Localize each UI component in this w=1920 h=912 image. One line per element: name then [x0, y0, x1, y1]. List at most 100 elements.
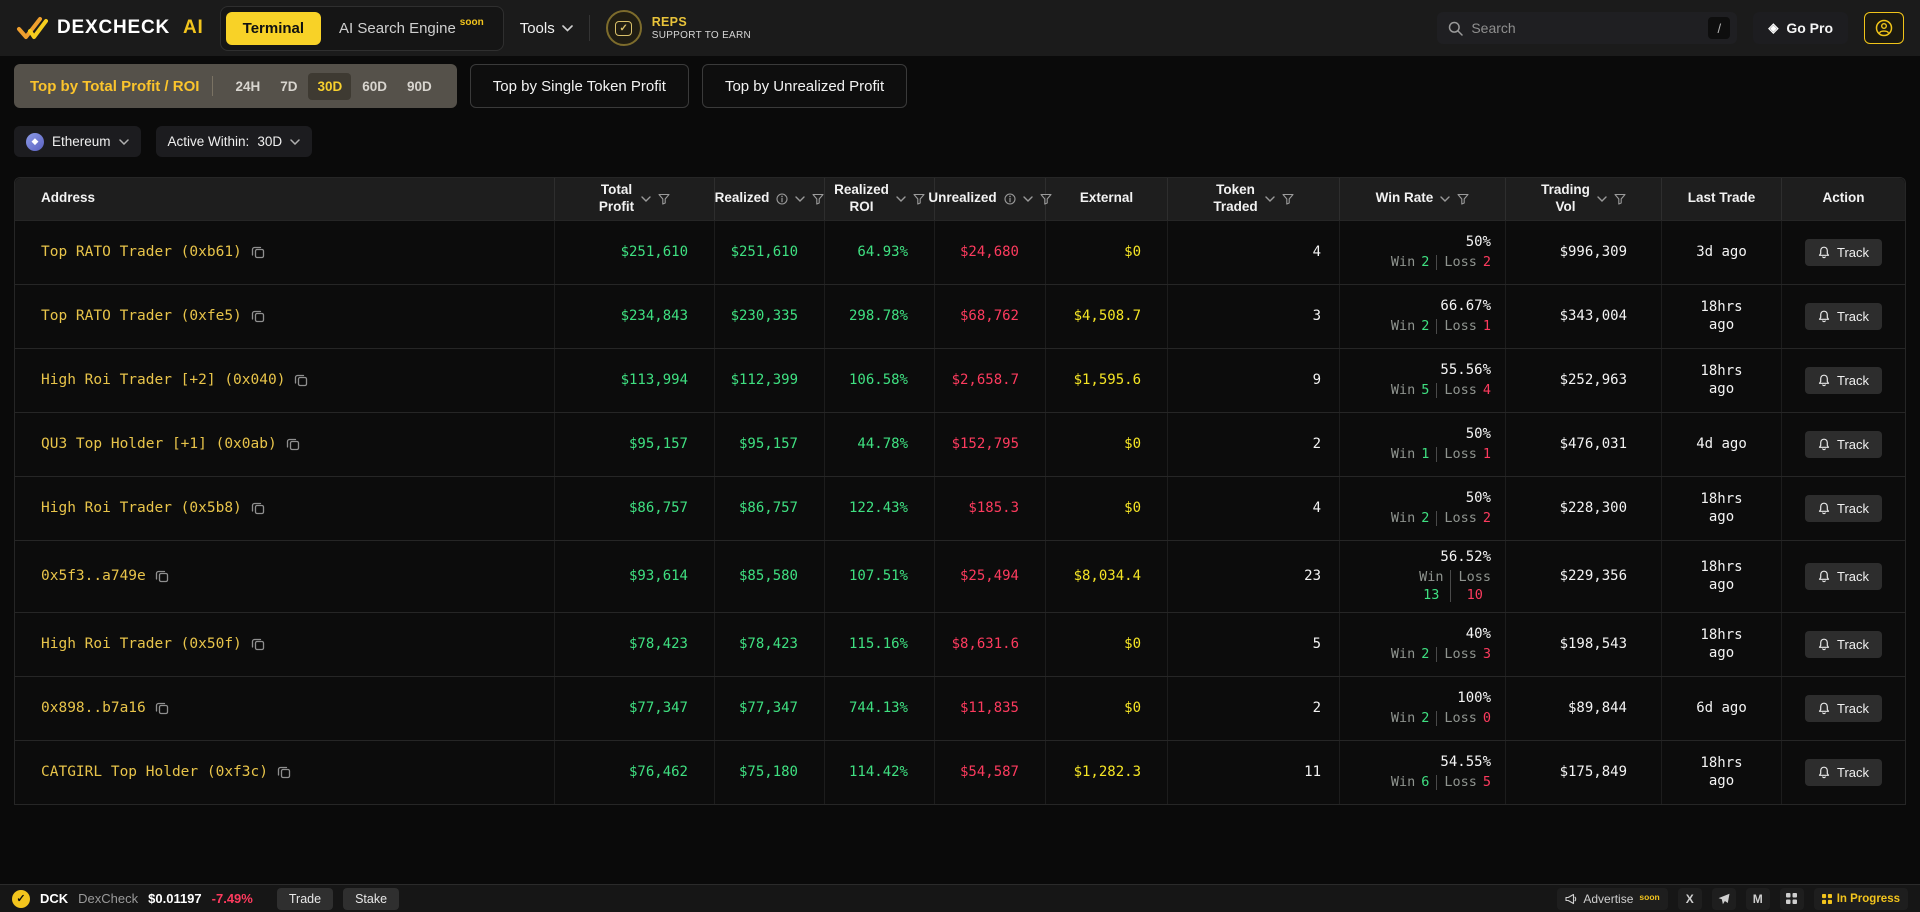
sort-icon[interactable] — [641, 196, 651, 202]
track-button[interactable]: Track — [1804, 758, 1883, 786]
sort-icon[interactable] — [795, 196, 806, 202]
timeframe-7d[interactable]: 7D — [280, 78, 298, 94]
timeframe-24h[interactable]: 24H — [235, 78, 261, 94]
track-button[interactable]: Track — [1804, 238, 1883, 266]
medium-button[interactable]: M — [1745, 887, 1770, 910]
network-dropdown[interactable]: ◆ Ethereum — [14, 126, 141, 157]
table-row: High Roi Trader (0x50f) $78,423 $78,423 115… — [15, 611, 1905, 676]
last-trade-cell: 6d ago — [1662, 676, 1782, 740]
column-header-win-rate[interactable]: Win Rate — [1340, 178, 1506, 220]
track-button[interactable]: Track — [1804, 694, 1883, 722]
trader-address[interactable]: 0x5f3..a749e — [41, 568, 146, 585]
trader-address[interactable]: Top RATO Trader (0xb61) — [41, 244, 242, 261]
trader-address[interactable]: 0x898..b7a16 — [41, 700, 146, 717]
sort-icon[interactable] — [1022, 196, 1033, 202]
apps-grid-button[interactable] — [1779, 887, 1804, 910]
copy-icon[interactable] — [251, 245, 265, 259]
trader-address[interactable]: High Roi Trader [+2] (0x040) — [41, 372, 286, 389]
trade-button[interactable]: Trade — [276, 887, 334, 910]
advertise-button[interactable]: Advertise soon — [1557, 887, 1668, 910]
address-cell: 0x898..b7a16 — [15, 676, 555, 740]
track-label: Track — [1836, 568, 1870, 584]
total-profit-cell: $113,994 — [555, 348, 715, 412]
filter-icon[interactable] — [1282, 193, 1294, 205]
tab-top-single-token-profit[interactable]: Top by Single Token Profit — [469, 64, 689, 108]
account-button[interactable] — [1864, 12, 1904, 44]
total-profit-value: $95,157 — [628, 436, 688, 453]
tools-menu[interactable]: Tools — [520, 20, 573, 37]
realized-roi-cell: 107.51% — [825, 540, 935, 612]
column-header-trading-vol[interactable]: Trading Vol — [1506, 178, 1662, 220]
loss-count: 0 — [1482, 710, 1491, 727]
token-traded-cell: 23 — [1168, 540, 1340, 612]
reps-widget[interactable]: ✓ REPS SUPPORT TO EARN — [605, 10, 751, 46]
token-name: DexCheck — [78, 891, 139, 906]
copy-icon[interactable] — [251, 501, 265, 515]
filter-icon[interactable] — [812, 193, 824, 205]
filter-icon[interactable] — [1040, 193, 1052, 205]
copy-icon[interactable] — [294, 373, 308, 387]
brand[interactable]: DEXCHECK AI — [16, 16, 204, 41]
track-button[interactable]: Track — [1804, 562, 1883, 590]
copy-icon[interactable] — [251, 309, 265, 323]
sort-icon[interactable] — [1440, 196, 1451, 202]
sort-icon[interactable] — [1264, 196, 1275, 202]
realized-cell: $112,399 — [715, 348, 825, 412]
track-label: Track — [1836, 244, 1870, 260]
filter-icon[interactable] — [1457, 193, 1469, 205]
tab-terminal[interactable]: Terminal — [225, 11, 322, 45]
tab-top-unrealized-profit[interactable]: Top by Unrealized Profit — [701, 64, 908, 108]
trader-address[interactable]: Top RATO Trader (0xfe5) — [41, 308, 242, 325]
column-header-token-traded[interactable]: Token Traded — [1168, 178, 1340, 220]
trader-address[interactable]: High Roi Trader (0x50f) — [41, 636, 242, 653]
win-loss-divider — [1436, 446, 1438, 462]
filter-icon[interactable] — [1614, 193, 1626, 205]
column-header-total-profit[interactable]: Total Profit — [555, 178, 715, 220]
trader-address[interactable]: CATGIRL Top Holder (0xf3c) — [41, 764, 268, 781]
total-profit-cell: $77,347 — [555, 676, 715, 740]
column-header-realized[interactable]: Realized — [715, 178, 825, 220]
search-input[interactable] — [1471, 20, 1701, 36]
sort-icon[interactable] — [896, 196, 906, 202]
filter-icon[interactable] — [913, 193, 925, 205]
status-badge[interactable]: In Progress — [1813, 887, 1908, 910]
track-button[interactable]: Track — [1804, 630, 1883, 658]
x-social-button[interactable]: X — [1677, 887, 1702, 910]
go-pro-button[interactable]: ◈ Go Pro — [1753, 12, 1848, 44]
external-cell: $8,034.4 — [1046, 540, 1168, 612]
track-button[interactable]: Track — [1804, 302, 1883, 330]
column-header-unrealized[interactable]: Unrealized — [928, 178, 1052, 220]
timeframe-90d[interactable]: 90D — [407, 78, 432, 94]
timeframe-30d[interactable]: 30D — [308, 72, 352, 100]
track-button[interactable]: Track — [1804, 494, 1883, 522]
track-button[interactable]: Track — [1804, 430, 1883, 458]
copy-icon[interactable] — [155, 701, 169, 715]
telegram-icon — [1718, 893, 1730, 905]
trader-address[interactable]: QU3 Top Holder [+1] (0x0ab) — [41, 436, 277, 453]
copy-icon[interactable] — [277, 765, 291, 779]
copy-icon[interactable] — [286, 437, 300, 451]
search-box[interactable]: / — [1437, 12, 1738, 44]
sort-icon[interactable] — [1597, 196, 1607, 202]
stake-button[interactable]: Stake — [343, 887, 400, 910]
filter-icon[interactable] — [658, 193, 670, 205]
token-traded-value: 11 — [1304, 764, 1321, 781]
action-cell: Track — [1782, 541, 1905, 612]
copy-icon[interactable] — [155, 569, 169, 583]
active-within-dropdown[interactable]: Active Within: 30D — [155, 126, 313, 157]
trader-address[interactable]: High Roi Trader (0x5b8) — [41, 500, 242, 517]
timeframe-60d[interactable]: 60D — [362, 78, 387, 94]
active-tab-label[interactable]: Top by Total Profit / ROI — [30, 77, 200, 95]
address-cell: Top RATO Trader (0xfe5) — [15, 284, 555, 348]
total-profit-value: $234,843 — [620, 308, 688, 325]
track-button[interactable]: Track — [1804, 366, 1883, 394]
win-rate-percent: 66.67% — [1440, 298, 1491, 315]
column-header-realized-roi[interactable]: Realized ROI — [825, 178, 935, 220]
active-within-value: 30D — [257, 134, 283, 149]
copy-icon[interactable] — [251, 637, 265, 651]
tab-ai-search-engine[interactable]: AI Search Engine soon — [325, 17, 498, 37]
external-cell: $0 — [1046, 676, 1168, 740]
realized-roi-value: 114.42% — [848, 764, 908, 781]
telegram-button[interactable] — [1711, 887, 1736, 910]
win-loss-line: Win 2 Loss 2 — [1391, 254, 1491, 270]
